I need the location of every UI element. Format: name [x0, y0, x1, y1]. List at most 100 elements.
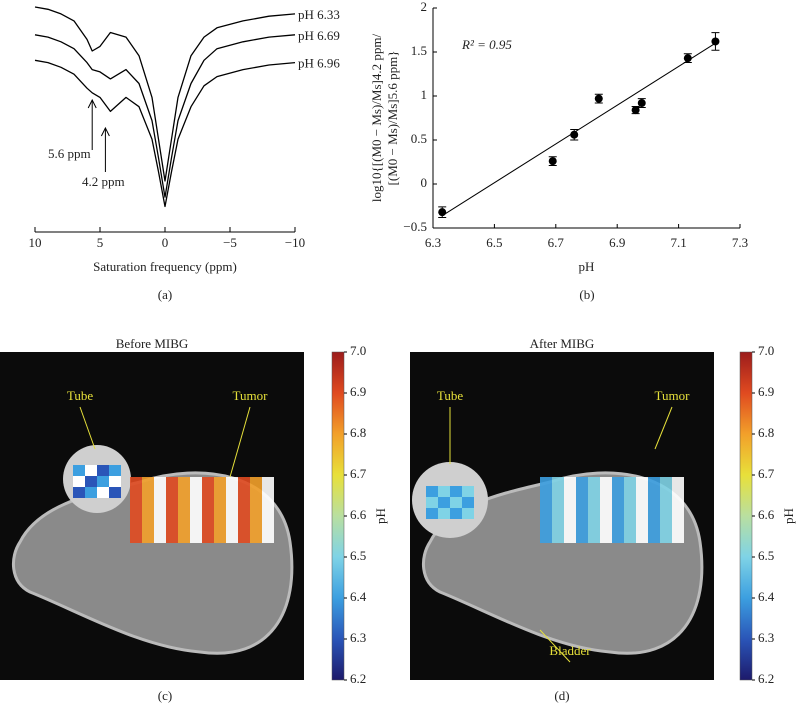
overlay-pixel	[576, 477, 588, 488]
overlay-pixel	[226, 510, 238, 521]
overlay-pixel	[600, 499, 612, 510]
overlay-pixel	[672, 521, 684, 532]
x-tick-label: 0	[162, 235, 169, 250]
overlay-pixel	[130, 499, 142, 510]
overlay-pixel	[612, 499, 624, 510]
y-tick-label: 1.5	[411, 43, 427, 58]
overlay-pixel	[636, 510, 648, 521]
overlay-pixel	[672, 499, 684, 510]
arrow-head	[100, 126, 110, 137]
overlay-pixel	[142, 521, 154, 532]
colorbar-label: pH	[373, 508, 388, 524]
overlay-pixel	[600, 532, 612, 543]
overlay-pixel	[576, 521, 588, 532]
overlay-pixel	[636, 488, 648, 499]
overlay-pixel	[552, 532, 564, 543]
overlay-pixel	[426, 486, 438, 497]
overlay-pixel	[226, 532, 238, 543]
colorbar-tick-label: 6.3	[350, 630, 366, 645]
colorbar-tick-label: 6.9	[758, 384, 774, 399]
overlay-pixel	[166, 477, 178, 488]
overlay-pixel	[142, 532, 154, 543]
x-tick-label: 7.3	[732, 235, 748, 250]
overlay-pixel	[660, 499, 672, 510]
overlay-pixel	[540, 510, 552, 521]
overlay-pixel	[564, 521, 576, 532]
overlay-pixel	[262, 499, 274, 510]
overlay-pixel	[588, 499, 600, 510]
y-axis-label: [(M0 − Ms)/Ms]5.6 ppm}	[385, 51, 400, 186]
colorbar-tick-label: 6.5	[350, 548, 366, 563]
point	[637, 99, 646, 108]
overlay-pixel	[576, 488, 588, 499]
overlay-pixel	[142, 499, 154, 510]
overlay-pixel	[588, 510, 600, 521]
overlay-pixel	[202, 488, 214, 499]
annotation: Tumor	[233, 388, 269, 403]
point	[631, 106, 640, 115]
overlay-pixel	[238, 488, 250, 499]
overlay-pixel	[214, 532, 226, 543]
overlay-pixel	[612, 488, 624, 499]
overlay-pixel	[178, 499, 190, 510]
y-tick-label: 2	[421, 0, 428, 14]
point	[570, 130, 579, 139]
overlay-pixel	[672, 477, 684, 488]
overlay-pixel	[262, 477, 274, 488]
overlay-pixel	[166, 510, 178, 521]
colorbar	[331, 351, 345, 681]
overlay-pixel	[438, 508, 450, 519]
fit-line	[441, 42, 716, 217]
overlay-pixel	[97, 465, 109, 476]
overlay-pixel	[154, 510, 166, 521]
overlay-pixel	[624, 532, 636, 543]
overlay-pixel	[73, 476, 85, 487]
overlay-pixel	[262, 510, 274, 521]
overlay-pixel	[588, 488, 600, 499]
overlay-pixel	[190, 499, 202, 510]
overlay-pixel	[226, 477, 238, 488]
colorbar-tick-label: 6.2	[350, 671, 366, 686]
overlay-pixel	[636, 521, 648, 532]
overlay-pixel	[588, 532, 600, 543]
annotation: 5.6 ppm	[48, 146, 91, 161]
overlay-pixel	[250, 477, 262, 488]
colorbar-tick-label: 7.0	[350, 343, 366, 358]
overlay-pixel	[262, 532, 274, 543]
overlay-pixel	[450, 486, 462, 497]
overlay-pixel	[426, 508, 438, 519]
overlay-pixel	[226, 521, 238, 532]
colorbar-tick-label: 6.6	[350, 507, 367, 522]
colorbar-tick-label: 6.8	[350, 425, 366, 440]
y-tick-label: −0.5	[403, 219, 427, 234]
overlay-pixel	[190, 510, 202, 521]
overlay-pixel	[540, 477, 552, 488]
x-tick-label: 6.9	[609, 235, 625, 250]
annotation: R² = 0.95	[461, 37, 512, 52]
colorbar-tick-label: 6.4	[758, 589, 775, 604]
overlay-pixel	[576, 499, 588, 510]
overlay-pixel	[660, 532, 672, 543]
annotation: Tube	[67, 388, 93, 403]
overlay-pixel	[130, 532, 142, 543]
overlay-pixel	[612, 510, 624, 521]
overlay-pixel	[178, 510, 190, 521]
overlay-pixel	[462, 508, 474, 519]
overlay-pixel	[238, 510, 250, 521]
overlay-pixel	[142, 477, 154, 488]
overlay-pixel	[636, 499, 648, 510]
overlay-pixel	[73, 487, 85, 498]
overlay-pixel	[672, 532, 684, 543]
overlay-pixel	[214, 477, 226, 488]
anatomy	[11, 445, 294, 655]
x-axis-label: Saturation frequency (ppm)	[93, 259, 237, 274]
overlay-pixel	[552, 499, 564, 510]
colorbar-tick-label: 6.4	[350, 589, 367, 604]
overlay-pixel	[576, 532, 588, 543]
overlay-pixel	[166, 488, 178, 499]
legend-label: pH 6.69	[298, 28, 340, 43]
colorbar	[739, 351, 753, 681]
annotation: Tube	[437, 388, 463, 403]
overlay-pixel	[576, 510, 588, 521]
